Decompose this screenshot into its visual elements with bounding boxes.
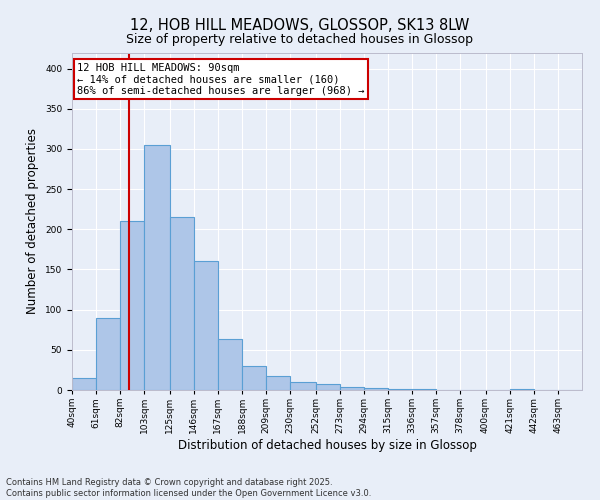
Bar: [412, 389, 436, 390]
Bar: [242, 366, 266, 390]
Y-axis label: Number of detached properties: Number of detached properties: [26, 128, 40, 314]
Bar: [72, 378, 96, 390]
Bar: [120, 221, 145, 390]
Bar: [316, 384, 340, 390]
Bar: [96, 318, 120, 390]
Bar: [364, 388, 388, 390]
Bar: [340, 387, 364, 390]
Bar: [388, 389, 412, 390]
Bar: [509, 389, 534, 390]
Bar: [266, 376, 290, 390]
Bar: [145, 145, 170, 390]
Text: Contains HM Land Registry data © Crown copyright and database right 2025.
Contai: Contains HM Land Registry data © Crown c…: [6, 478, 371, 498]
Text: 12 HOB HILL MEADOWS: 90sqm
← 14% of detached houses are smaller (160)
86% of sem: 12 HOB HILL MEADOWS: 90sqm ← 14% of deta…: [77, 62, 365, 96]
X-axis label: Distribution of detached houses by size in Glossop: Distribution of detached houses by size …: [178, 439, 476, 452]
Bar: [194, 262, 218, 390]
Bar: [290, 382, 316, 390]
Bar: [170, 217, 194, 390]
Bar: [218, 340, 242, 390]
Text: 12, HOB HILL MEADOWS, GLOSSOP, SK13 8LW: 12, HOB HILL MEADOWS, GLOSSOP, SK13 8LW: [130, 18, 470, 32]
Text: Size of property relative to detached houses in Glossop: Size of property relative to detached ho…: [127, 32, 473, 46]
